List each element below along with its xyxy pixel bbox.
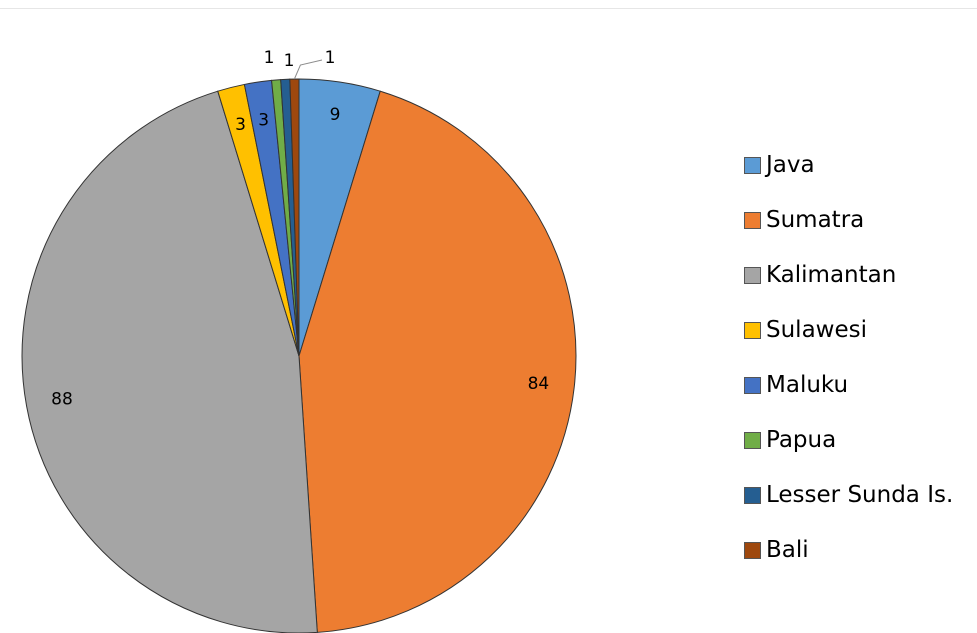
legend-item-sulawesi[interactable]: Sulawesi: [744, 315, 953, 370]
data-label-kalimantan: 88: [51, 390, 73, 410]
data-label-lesser-sunda: 1: [284, 51, 295, 71]
legend-swatch-java: [744, 157, 761, 174]
legend-label-sulawesi: Sulawesi: [766, 317, 867, 343]
chart-legend: Java Sumatra Kalimantan Sulawesi Maluku …: [744, 150, 953, 590]
legend-label-java: Java: [766, 152, 815, 178]
legend-item-maluku[interactable]: Maluku: [744, 370, 953, 425]
legend-label-lesser-sunda: Lesser Sunda Is.: [766, 482, 954, 508]
pie-slice-kalimantan: [21, 90, 318, 633]
pie-slice-bali: [289, 78, 300, 357]
data-label-bali: 1: [325, 48, 336, 68]
legend-swatch-sulawesi: [744, 322, 761, 339]
legend-swatch-lesser-sunda: [744, 487, 761, 504]
pie-slice-sumatra: [298, 90, 577, 633]
data-label-sumatra: 84: [528, 374, 550, 394]
top-divider: [0, 8, 977, 9]
data-label-java: 9: [330, 105, 341, 125]
pie-slices: [21, 78, 577, 633]
legend-swatch-bali: [744, 542, 761, 559]
legend-item-lesser-sunda[interactable]: Lesser Sunda Is.: [744, 480, 953, 535]
legend-swatch-kalimantan: [744, 267, 761, 284]
legend-label-kalimantan: Kalimantan: [766, 262, 897, 288]
legend-item-sumatra[interactable]: Sumatra: [744, 205, 953, 260]
legend-label-sumatra: Sumatra: [766, 207, 865, 233]
legend-label-bali: Bali: [766, 537, 809, 563]
legend-label-maluku: Maluku: [766, 372, 849, 398]
legend-label-papua: Papua: [766, 427, 837, 453]
leader-line-bali: [293, 59, 323, 80]
data-label-papua: 1: [264, 48, 275, 68]
data-label-maluku: 3: [258, 110, 269, 130]
legend-swatch-papua: [744, 432, 761, 449]
legend-swatch-maluku: [744, 377, 761, 394]
data-label-sulawesi: 3: [235, 115, 246, 135]
legend-item-bali[interactable]: Bali: [744, 535, 953, 590]
legend-item-papua[interactable]: Papua: [744, 425, 953, 480]
legend-item-java[interactable]: Java: [744, 150, 953, 205]
legend-item-kalimantan[interactable]: Kalimantan: [744, 260, 953, 315]
legend-swatch-sumatra: [744, 212, 761, 229]
